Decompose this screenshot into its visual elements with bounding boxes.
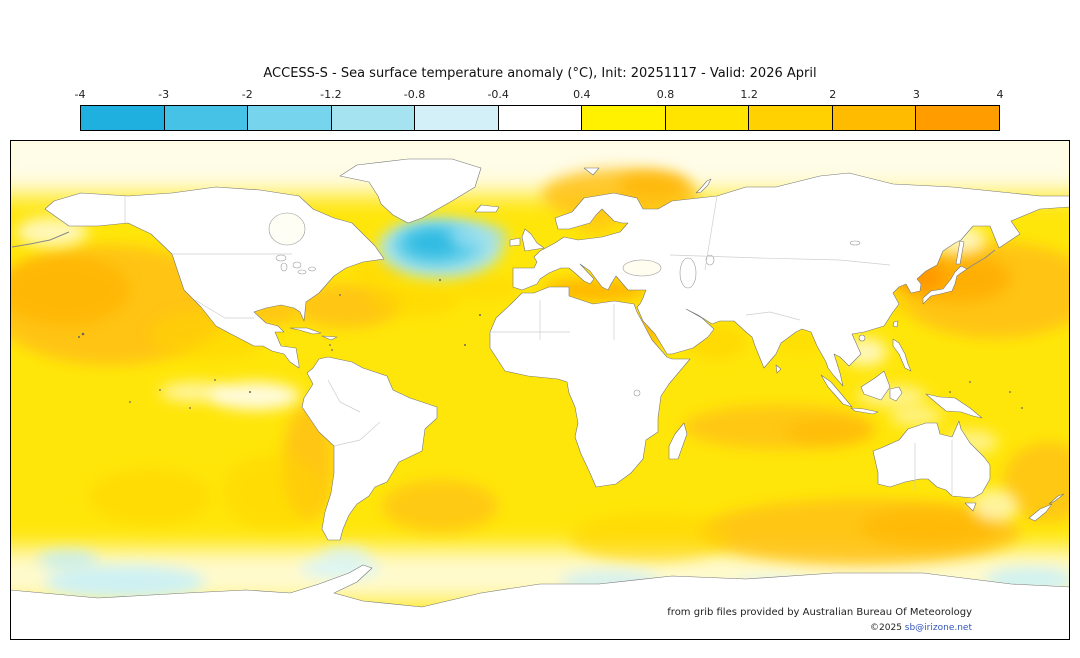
island-novaya-zemlya — [695, 178, 712, 194]
island-ireland — [509, 237, 521, 247]
country-borders — [124, 195, 953, 495]
aral-sea — [705, 254, 715, 266]
colorbar-ticks: -4 -3 -2 -1.2 -0.8 -0.4 0.4 0.8 1.2 2 3 4 — [75, 88, 1004, 102]
island-madagascar — [668, 422, 688, 460]
colorbar-segment-0 — [81, 106, 165, 130]
lakes-layer — [268, 212, 861, 397]
colorbar-tick--2: -2 — [241, 88, 253, 101]
warm-anomaly-layer — [10, 169, 1070, 565]
colorbar-segment-5 — [498, 106, 583, 130]
colorbar-tick-3: 3 — [912, 88, 920, 101]
island-sri-lanka — [775, 364, 782, 374]
copyright-link[interactable]: sb@irizone.net — [904, 623, 972, 633]
colorbar-tick-0.4: 0.4 — [573, 88, 591, 101]
small-islands — [78, 279, 1023, 409]
colorbar-tick-0.8: 0.8 — [656, 88, 675, 101]
colorbar-tick--3: -3 — [158, 88, 170, 101]
island-sulawesi — [889, 386, 903, 402]
colorbar-segment-10 — [916, 106, 1000, 130]
island-new-zealand-south — [1028, 503, 1053, 522]
greenland — [339, 158, 482, 224]
continent-eurasia — [512, 172, 1070, 387]
colorbar-wrap: -4 -3 -2 -1.2 -0.8 -0.4 0.4 0.8 1.2 2 3 4 — [75, 88, 1004, 131]
colorbar — [80, 105, 1000, 131]
continent-south-america — [301, 356, 438, 541]
sst-anomaly-map: from grib files provided by Australian B… — [10, 140, 1070, 640]
island-hispaniola — [321, 335, 338, 341]
world-map-svg — [10, 140, 1070, 640]
colorbar-segment-1 — [164, 106, 249, 130]
island-sumatra — [820, 374, 853, 408]
island-svalbard — [583, 167, 600, 176]
colorbar-segment-7 — [665, 106, 750, 130]
island-borneo — [860, 370, 891, 401]
colorbar-tick-2: 2 — [829, 88, 837, 101]
colorbar-tick-1.2: 1.2 — [740, 88, 758, 101]
island-sakhalin — [955, 240, 965, 265]
map-frame — [10, 140, 1070, 640]
copyright-line: ©2025 sb@irizone.net — [870, 623, 972, 633]
figure-title: ACCESS-S - Sea surface temperature anoma… — [263, 66, 817, 81]
island-taiwan — [892, 320, 899, 328]
black-sea — [622, 259, 662, 277]
copyright-year: ©2025 — [870, 623, 905, 633]
colorbar-tick-4: 4 — [996, 88, 1004, 101]
island-uk — [521, 228, 545, 252]
colorbar-tick--0.4: -0.4 — [487, 88, 509, 101]
continent-antarctica — [10, 564, 1070, 640]
colorbar-segment-4 — [415, 106, 499, 130]
island-tasmania — [964, 502, 977, 512]
colorbar-segment-2 — [248, 106, 332, 130]
island-new-guinea — [925, 393, 983, 419]
island-hainan — [858, 334, 866, 342]
lake-victoria — [633, 389, 641, 397]
island-new-zealand-north — [1048, 493, 1065, 505]
island-iceland — [474, 204, 500, 213]
island-arcs — [11, 231, 996, 270]
lake-baikal — [849, 240, 861, 246]
data-source-credit: from grib files provided by Australian B… — [667, 607, 972, 618]
colorbar-tick--4: -4 — [74, 88, 86, 101]
neutral-anomaly-patches — [16, 217, 1019, 523]
hudson-bay — [268, 212, 306, 246]
caspian-sea — [679, 257, 697, 289]
north-atlantic-cold-blob — [406, 230, 462, 256]
colorbar-segment-8 — [749, 106, 833, 130]
colorbar-segment-9 — [832, 106, 917, 130]
island-cuba — [289, 327, 322, 335]
continent-australia — [872, 420, 991, 499]
island-java — [850, 407, 879, 415]
colorbar-tick--1.2: -1.2 — [320, 88, 342, 101]
colorbar-tick--0.8: -0.8 — [403, 88, 426, 101]
colorbar-segment-3 — [331, 106, 416, 130]
colorbar-segment-6 — [582, 106, 666, 130]
island-philippines — [892, 338, 912, 372]
